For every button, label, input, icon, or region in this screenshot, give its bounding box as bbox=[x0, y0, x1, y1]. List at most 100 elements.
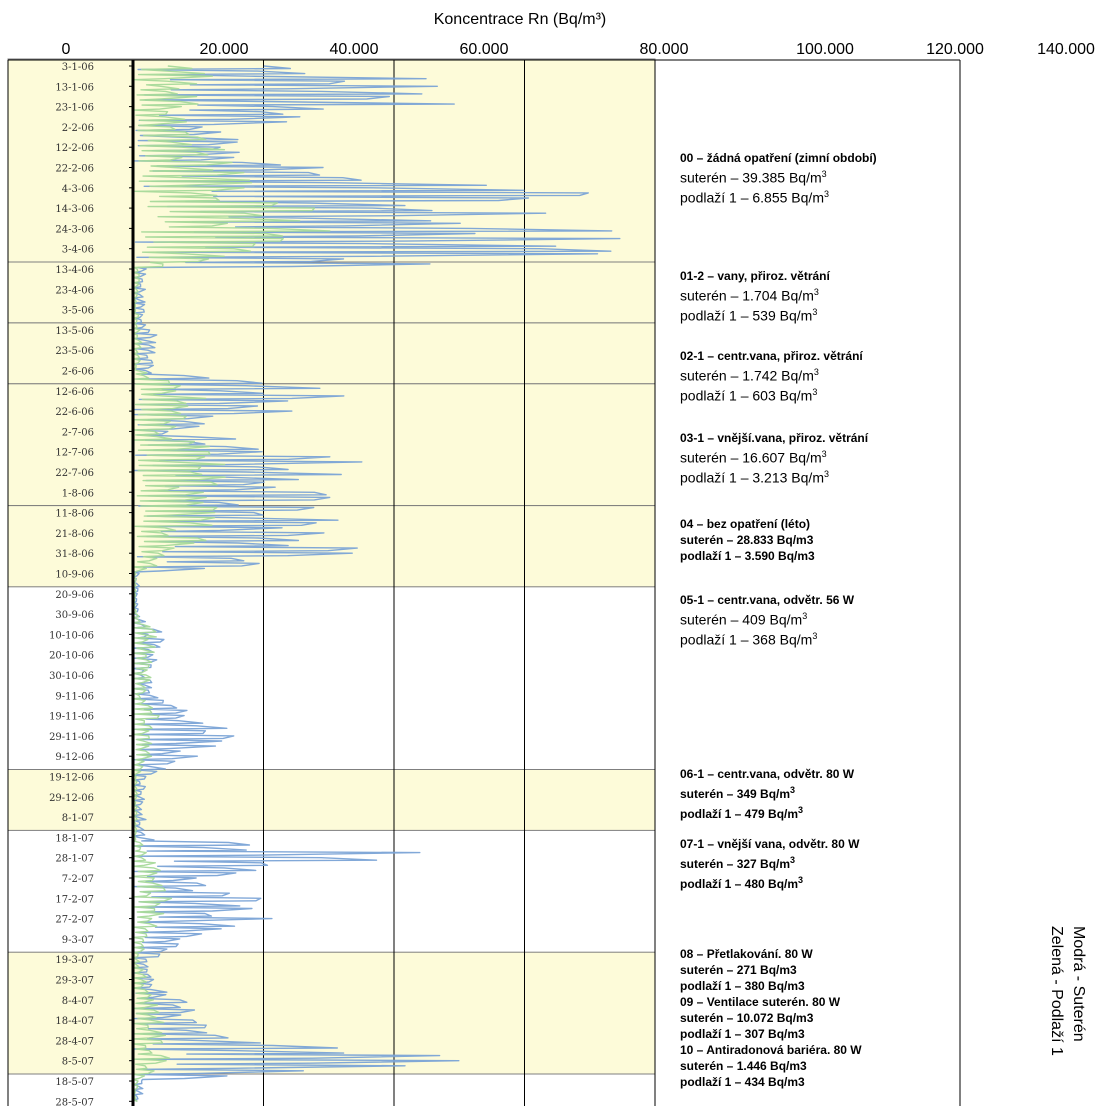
y-tick-label: 22-6-06 bbox=[55, 407, 94, 418]
annotation-line: suterén – 1.742 Bq/m3 bbox=[680, 367, 819, 384]
annotation-04: 04 – bez opatření (léto) suterén – 28.833… bbox=[680, 516, 955, 564]
y-tick-label: 23-1-06 bbox=[55, 103, 94, 114]
y-tick-label: 30-9-06 bbox=[55, 610, 94, 621]
x-tick-label: 120.000 bbox=[926, 41, 984, 58]
y-tick-label: 20-10-06 bbox=[49, 651, 94, 662]
y-tick-label: 17-2-07 bbox=[55, 894, 94, 905]
shaded-period bbox=[7, 383, 656, 507]
y-tick-label: 27-2-07 bbox=[55, 915, 94, 926]
annotation-line: podlaží 1 – 6.855 Bq/m3 bbox=[680, 188, 830, 206]
annotation-line: suterén – 271 Bq/m3 bbox=[680, 963, 797, 977]
series-line-podlazi bbox=[132, 65, 331, 1102]
x-tick-label: 0 bbox=[62, 41, 71, 58]
x-axis-title: Koncentrace Rn (Bq/m³) bbox=[434, 11, 607, 28]
x-tick-label: 140.000 bbox=[1037, 41, 1095, 58]
y-tick-label: 13-1-06 bbox=[55, 82, 94, 93]
y-tick-label: 3-1-06 bbox=[62, 62, 94, 73]
y-tick-label: 20-9-06 bbox=[55, 590, 94, 601]
annotation-line: podlaží 1 – 479 Bq/m3 bbox=[680, 805, 804, 821]
annotation-line: suterén – 16.607 Bq/m3 bbox=[680, 449, 827, 466]
annotation-line: suterén – 1.704 Bq/m3 bbox=[680, 287, 819, 304]
series-lines bbox=[132, 65, 621, 1102]
y-tick-label: 2-2-06 bbox=[62, 123, 94, 134]
y-tick-label: 12-2-06 bbox=[55, 143, 94, 154]
x-tick-label: 20.000 bbox=[200, 41, 249, 58]
annotation-line: 04 – bez opatření (léto) bbox=[680, 517, 811, 531]
legend-green: Zelená - Podlaží 1 bbox=[1048, 926, 1065, 1056]
annotation-line: 08 – Přetlakování. 80 W bbox=[680, 947, 813, 961]
annotation-02-1: 02-1 – centr.vana, přiroz. větrání suteré… bbox=[680, 348, 955, 403]
x-tick-label: 80.000 bbox=[640, 41, 689, 58]
y-tick-label: 12-6-06 bbox=[55, 387, 94, 398]
annotation-07-1: 07-1 – vnější vana, odvětr. 80 W suterén … bbox=[680, 836, 955, 892]
y-tick-label: 12-7-06 bbox=[55, 448, 94, 459]
annotation-06-1: 06-1 – centr.vana, odvětr. 80 W suterén –… bbox=[680, 766, 955, 822]
y-tick-label: 22-7-06 bbox=[55, 468, 94, 479]
annotation-05-1: 05-1 – centr.vana, odvětr. 56 W suterén –… bbox=[680, 592, 955, 647]
annotation-line: 02-1 – centr.vana, přiroz. větrání bbox=[680, 349, 863, 363]
annotation-line: 06-1 – centr.vana, odvětr. 80 W bbox=[680, 767, 855, 781]
annotation-line: suterén – 39.385 Bq/m3 bbox=[680, 169, 827, 186]
y-tick-label: 8-5-07 bbox=[62, 1057, 94, 1068]
y-tick-label: 29-11-06 bbox=[49, 732, 94, 743]
y-tick-label: 10-9-06 bbox=[55, 570, 94, 581]
annotation-line: 03-1 – vnější.vana, přiroz. větrání bbox=[680, 431, 869, 445]
annotation-line: 00 – žádná opatření (zimní období) bbox=[680, 151, 877, 165]
legend-blue: Modrá - Suterén bbox=[1070, 926, 1087, 1042]
annotation-line: 01-2 – vany, přiroz. větrání bbox=[680, 269, 830, 283]
series-line-suteren bbox=[132, 65, 621, 1102]
shaded-period bbox=[7, 505, 656, 588]
legend: Modrá - Suterén Zelená - Podlaží 1 bbox=[1048, 926, 1087, 1056]
y-tick-label: 28-1-07 bbox=[55, 854, 94, 865]
y-tick-label: 19-12-06 bbox=[49, 773, 94, 784]
annotation-line: podlaží 1 – 539 Bq/m3 bbox=[680, 306, 818, 324]
y-tick-label: 28-5-07 bbox=[55, 1097, 94, 1106]
y-tick-label: 13-5-06 bbox=[55, 326, 94, 337]
y-tick-label: 19-11-06 bbox=[49, 712, 94, 723]
y-tick-label: 21-8-06 bbox=[55, 529, 94, 540]
y-tick-label: 29-12-06 bbox=[49, 793, 94, 804]
annotation-line: suterén – 28.833 Bq/m3 bbox=[680, 533, 814, 547]
shaded-period bbox=[7, 322, 656, 385]
y-tick-labels: 3-1-06 13-1-06 23-1-06 2-2-06 12-2-06 22-2-06… bbox=[49, 62, 94, 1106]
y-tick-label: 11-8-06 bbox=[55, 509, 94, 520]
y-tick-label: 18-4-07 bbox=[55, 1016, 94, 1027]
y-tick-label: 3-4-06 bbox=[62, 245, 94, 256]
y-tick-label: 18-5-07 bbox=[55, 1077, 94, 1088]
y-tick-label: 9-3-07 bbox=[62, 935, 94, 946]
annotation-08: 08 – Přetlakování. 80 W suterén – 271 Bq/… bbox=[680, 946, 955, 1090]
y-tick-label: 8-4-07 bbox=[62, 996, 94, 1007]
annotation-line: suterén – 327 Bq/m3 bbox=[680, 855, 796, 871]
period-shading bbox=[7, 58, 656, 1075]
axes bbox=[7, 59, 961, 1106]
y-tick-label: 31-8-06 bbox=[55, 549, 94, 560]
shaded-period bbox=[7, 951, 656, 1075]
y-tick-label: 29-3-07 bbox=[55, 976, 94, 987]
y-tick-label: 19-3-07 bbox=[55, 955, 94, 966]
y-tick-label: 2-7-06 bbox=[62, 427, 94, 438]
y-tick-label: 10-10-06 bbox=[49, 630, 94, 641]
annotation-line: podlaží 1 – 380 Bq/m3 bbox=[680, 979, 805, 993]
x-tick-label: 60.000 bbox=[460, 41, 509, 58]
annotation-line: suterén – 1.446 Bq/m3 bbox=[680, 1059, 807, 1073]
y-tick-label: 3-5-06 bbox=[62, 306, 94, 317]
annotation-line: podlaží 1 – 3.213 Bq/m3 bbox=[680, 468, 830, 486]
y-tick-label: 8-1-07 bbox=[62, 813, 94, 824]
y-tick-label: 23-5-06 bbox=[55, 346, 94, 357]
annotation-line: 09 – Ventilace suterén. 80 W bbox=[680, 995, 841, 1009]
annotation-line: suterén – 10.072 Bq/m3 bbox=[680, 1011, 814, 1025]
annotation-03-1: 03-1 – vnější.vana, přiroz. větrání suter… bbox=[680, 430, 955, 485]
annotation-01-2: 01-2 – vany, přiroz. větrání suterén – 1.… bbox=[680, 268, 955, 323]
y-tick-label: 13-4-06 bbox=[55, 265, 94, 276]
annotation-line: podlaží 1 – 307 Bq/m3 bbox=[680, 1027, 805, 1041]
annotation-line: suterén – 349 Bq/m3 bbox=[680, 785, 796, 801]
y-tick-label: 2-6-06 bbox=[62, 367, 94, 378]
x-tick-label: 40.000 bbox=[330, 41, 379, 58]
y-tick-label: 9-12-06 bbox=[55, 752, 94, 763]
annotation-line: 10 – Antiradonová bariéra. 80 W bbox=[680, 1043, 862, 1057]
annotation-line: 05-1 – centr.vana, odvětr. 56 W bbox=[680, 593, 855, 607]
annotation-line: podlaží 1 – 480 Bq/m3 bbox=[680, 875, 804, 891]
x-tick-label: 100.000 bbox=[796, 41, 854, 58]
y-tick-label: 1-8-06 bbox=[62, 488, 94, 499]
annotation-line: suterén – 409 Bq/m3 bbox=[680, 611, 808, 628]
